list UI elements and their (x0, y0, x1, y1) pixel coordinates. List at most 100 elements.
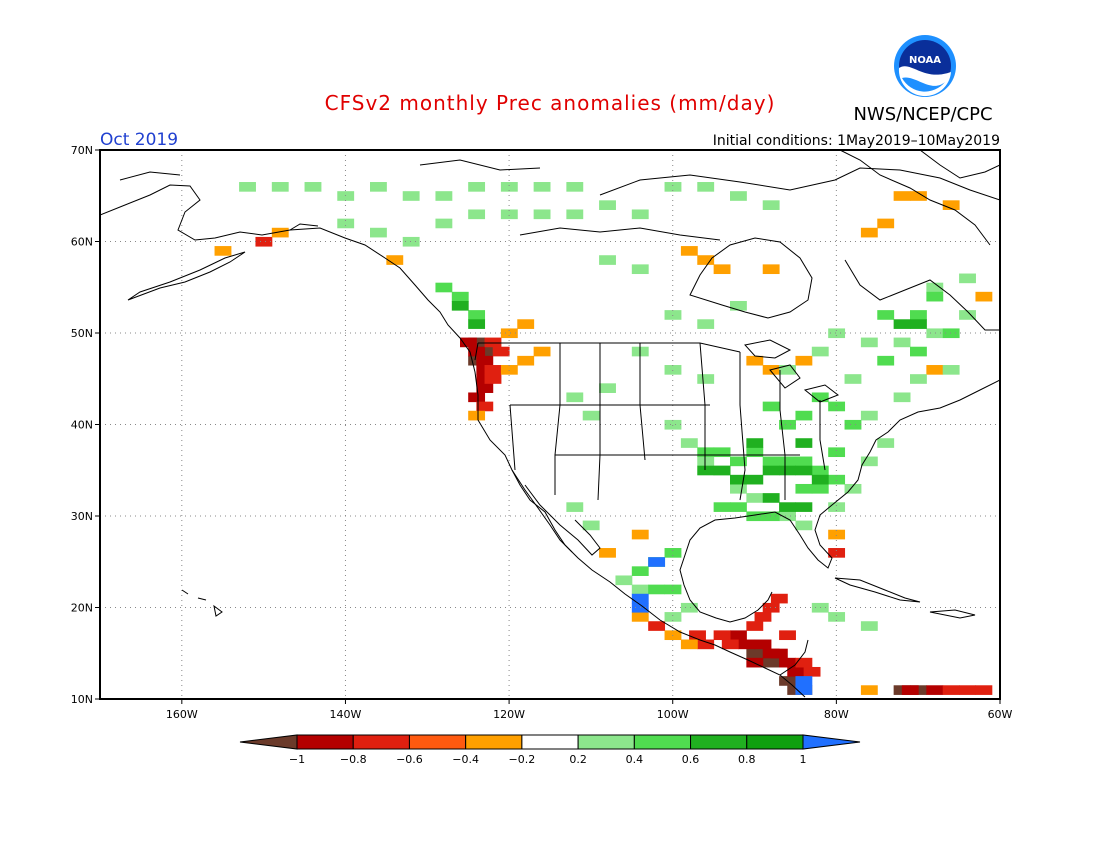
map-title: CFSv2 monthly Prec anomalies (mm/day) (325, 91, 776, 115)
anomaly-cell-wet-weak (370, 182, 387, 192)
anomaly-cell-dry-moderate (959, 685, 976, 695)
anomaly-cell-wet-weak (664, 419, 682, 430)
anomaly-cell-dry-extreme (762, 657, 780, 668)
anomaly-cell-dry-weak (713, 264, 731, 275)
anomaly-cell-wet-moderate (844, 419, 862, 430)
anomaly-cell-wet-moderate (762, 511, 780, 522)
anomaly-cell-wet-moderate (795, 483, 813, 494)
anomaly-cell-dry-strong (770, 648, 788, 659)
anomaly-cell-dry-strong (926, 685, 944, 695)
anomaly-cell-wet-moderate (730, 456, 747, 467)
anomaly-cell-wet-moderate (811, 483, 829, 494)
anomaly-cell-dry-weak (500, 365, 518, 375)
anomaly-cell-dry-moderate (721, 639, 739, 650)
latitude-tick-label: 30N (71, 510, 93, 523)
legend-swatch (521, 734, 579, 750)
anomaly-cell-dry-moderate (762, 602, 780, 613)
anomaly-cell-dry-weak (746, 355, 764, 366)
anomaly-cell-wet-moderate (779, 419, 796, 430)
anomaly-cell-wet-weak (500, 182, 518, 192)
latitude-labels: 10N 20N 30N 40N 50N 60N 70N (71, 144, 100, 706)
anomaly-cell-dry-weak (517, 319, 535, 329)
anomaly-cell-wet-weak (631, 264, 649, 275)
anomaly-cell-wet-weak (942, 365, 960, 375)
anomaly-cell-wet-weak (664, 365, 682, 375)
anomaly-cell-dry-weak (680, 639, 698, 650)
anomaly-cell-wet-weak (893, 337, 911, 348)
anomaly-cell-wet-strong (746, 438, 764, 448)
anomaly-cell-dry-strong (779, 657, 796, 668)
anomaly-cell-wet-strong (468, 319, 486, 329)
latitude-tick-label: 50N (71, 327, 93, 340)
anomaly-cell-dry-moderate (779, 630, 796, 641)
anomaly-cell-wet-strong (762, 493, 780, 503)
anomaly-cell-wet-weak (533, 182, 551, 192)
anomaly-cell-wet-weak (926, 282, 944, 293)
legend-swatch (352, 734, 410, 750)
anomaly-cell-dry-moderate (754, 612, 772, 622)
legend-swatch (577, 734, 635, 750)
anomaly-cell-wet-strong (713, 465, 731, 476)
anomaly-cell-wet-moderate (762, 456, 780, 467)
anomaly-cell-wet-weak (697, 374, 715, 384)
anomaly-cell-dry-weak (500, 328, 518, 339)
longitude-tick-label: 140W (330, 708, 362, 721)
anomaly-cell-wet-strong (795, 465, 813, 476)
anomaly-cell-wet-weak (779, 365, 796, 375)
anomaly-cell-wet-moderate (877, 355, 895, 366)
legend-swatch (296, 734, 354, 750)
anomaly-cell-wet-extreme (795, 685, 813, 695)
anomaly-cell-wet-weak (811, 346, 829, 357)
longitude-tick-label: 100W (657, 708, 689, 721)
anomaly-cell-dry-strong (754, 639, 772, 650)
legend-tick-label: −0.6 (396, 753, 423, 766)
anomaly-cell-dry-weak (860, 685, 878, 695)
anomaly-cell-wet-weak (910, 374, 927, 384)
anomaly-cell-wet-moderate (648, 584, 666, 595)
anomaly-cell-dry-weak (942, 200, 960, 210)
anomaly-cell-wet-strong (811, 474, 829, 485)
anomaly-cell-wet-strong (746, 474, 764, 485)
anomaly-cell-wet-weak (860, 410, 878, 421)
anomaly-cell-wet-weak (828, 502, 846, 512)
anomaly-cell-wet-weak (599, 383, 616, 393)
anomaly-cell-wet-moderate (631, 566, 649, 576)
legend-tick-label: 0.6 (682, 753, 700, 766)
anomaly-cell-wet-moderate (451, 291, 469, 302)
anomaly-cell-wet-weak (599, 255, 616, 265)
anomaly-cell-wet-weak (828, 612, 846, 622)
anomaly-cell-wet-strong (795, 502, 813, 512)
anomaly-cell-wet-weak (566, 392, 584, 403)
anomaly-cell-wet-moderate (877, 310, 895, 320)
anomaly-cell-dry-strong (468, 392, 486, 403)
anomaly-cell-dry-weak (631, 612, 649, 622)
anomaly-cell-dry-moderate (795, 657, 813, 668)
anomaly-cell-wet-weak (959, 310, 976, 320)
anomaly-cell-wet-weak (828, 328, 846, 339)
anomaly-cell-wet-weak (844, 483, 862, 494)
anomaly-cells-layer (214, 182, 993, 695)
anomaly-cell-dry-moderate (713, 630, 731, 641)
anomaly-cell-dry-weak (271, 227, 289, 238)
legend-swatch (408, 734, 467, 750)
anomaly-cell-dry-moderate (484, 337, 502, 348)
anomaly-cell-dry-weak (214, 246, 232, 256)
anomaly-cell-wet-strong (910, 319, 927, 329)
anomaly-cell-wet-weak (860, 621, 878, 631)
anomaly-cell-wet-weak (746, 493, 764, 503)
anomaly-cell-wet-weak (795, 520, 813, 531)
legend-swatch-below-min (239, 734, 298, 750)
anomaly-cell-dry-strong (738, 639, 756, 650)
anomaly-cell-dry-weak (926, 365, 944, 375)
anomaly-cell-wet-weak (730, 483, 747, 494)
latitude-tick-label: 10N (71, 693, 93, 706)
anomaly-cell-dry-weak (517, 355, 535, 366)
longitude-tick-label: 60W (988, 708, 1013, 721)
legend-swatch (633, 734, 692, 750)
latitude-tick-label: 60N (71, 236, 93, 249)
anomaly-cell-wet-weak (959, 273, 976, 284)
anomaly-cell-wet-weak (860, 456, 878, 467)
anomaly-cell-wet-extreme (631, 593, 649, 604)
anomaly-cell-wet-weak (860, 337, 878, 348)
